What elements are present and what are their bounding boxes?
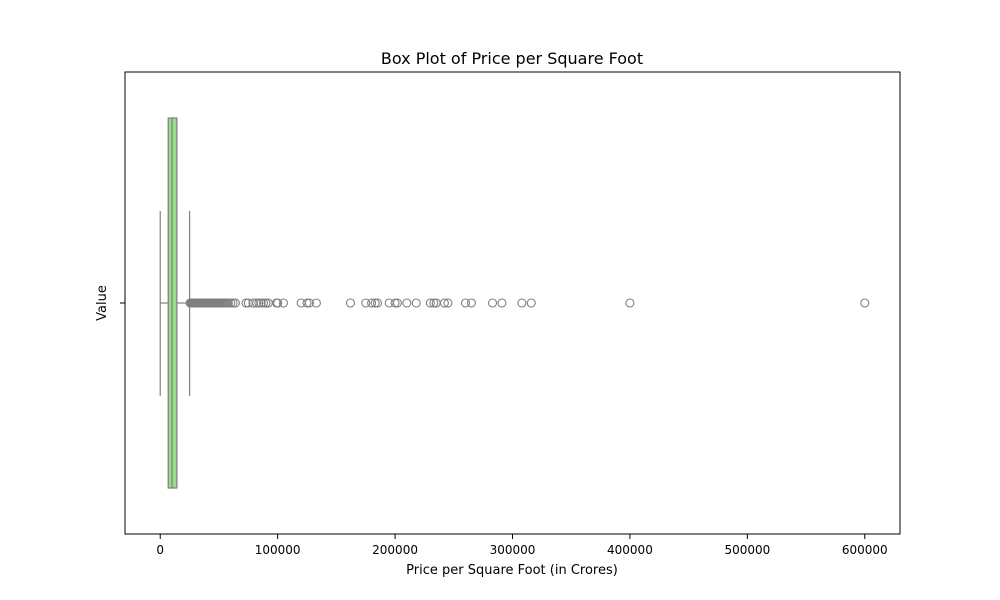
outlier-point xyxy=(372,298,383,308)
chart-title: Box Plot of Price per Square Foot xyxy=(381,49,643,68)
outlier-point xyxy=(273,298,283,308)
outlier-point xyxy=(259,298,269,308)
outlier-point xyxy=(361,298,371,308)
x-tick-label: 100000 xyxy=(255,543,301,557)
outlier-point xyxy=(443,298,453,308)
outlier-point xyxy=(302,298,312,308)
outlier-point xyxy=(370,298,380,308)
outlier-point xyxy=(278,298,289,308)
outlier-point xyxy=(311,298,321,308)
outlier-point xyxy=(517,298,527,308)
outlier-point xyxy=(439,298,449,308)
outlier-point xyxy=(241,298,251,308)
outlier-point xyxy=(860,298,870,308)
outlier-point xyxy=(411,298,421,308)
outlier-point xyxy=(390,298,400,308)
x-tick-label: 600000 xyxy=(842,543,888,557)
outlier-point xyxy=(226,298,236,308)
x-tick-label: 300000 xyxy=(490,543,536,557)
outlier-point xyxy=(230,298,240,308)
outlier-point xyxy=(304,298,314,308)
x-axis-label: Price per Square Foot (in Crores) xyxy=(406,563,618,578)
x-tick-label: 500000 xyxy=(724,543,770,557)
outlier-point xyxy=(256,298,266,308)
outlier-point xyxy=(223,298,233,308)
outlier-point xyxy=(429,298,439,308)
outlier-point xyxy=(487,298,498,308)
x-tick-label: 200000 xyxy=(372,543,418,557)
outlier-point xyxy=(228,298,238,308)
outlier-point xyxy=(367,298,377,308)
axes-frame xyxy=(124,71,901,535)
outlier-point xyxy=(254,298,264,308)
x-tick-label: 400000 xyxy=(607,543,653,557)
outlier-point xyxy=(625,298,635,308)
outlier-point xyxy=(497,298,507,308)
outlier-point xyxy=(251,298,262,308)
y-axis-label: Value xyxy=(95,285,110,321)
plot-area xyxy=(159,117,870,489)
x-axis-ticks: 0 100000 200000 300000 400000 500000 600000 xyxy=(156,534,888,557)
outlier-point xyxy=(392,298,402,308)
outlier-point xyxy=(466,298,476,308)
outlier-point xyxy=(460,298,471,308)
outlier-point xyxy=(526,298,536,308)
x-tick-label: 0 xyxy=(156,543,164,557)
outlier-point xyxy=(261,298,271,308)
outlier-point xyxy=(425,298,435,308)
outlier-point xyxy=(345,298,356,308)
outlier-point xyxy=(402,298,412,308)
